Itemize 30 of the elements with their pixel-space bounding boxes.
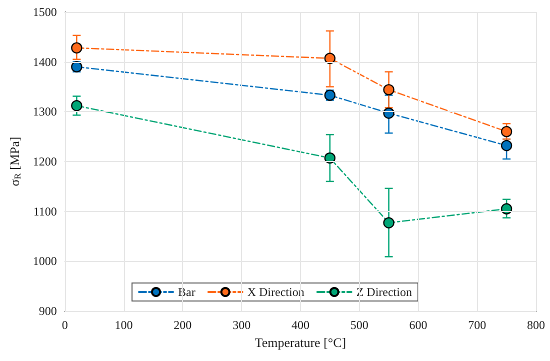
y-tick-label: 1500	[32, 5, 57, 19]
y-tick-label: 1300	[32, 104, 57, 119]
x-tick-label: 700	[468, 318, 486, 332]
x-axis-title: Temperature [°C]	[254, 334, 346, 350]
x-tick-label: 600	[409, 318, 428, 332]
x-tick-label: 300	[232, 318, 251, 332]
point	[324, 52, 336, 64]
point	[500, 126, 512, 138]
point	[500, 203, 512, 214]
x-tick-label: 500	[350, 318, 368, 332]
x-tick-label: 400	[291, 318, 310, 332]
y-tick-label: 1100	[33, 204, 57, 218]
x-tick-label: 800	[527, 318, 545, 332]
point	[71, 42, 82, 54]
y-tick-label: 1000	[32, 254, 57, 268]
point	[383, 108, 394, 119]
point	[71, 100, 82, 112]
x-tick-label: 0	[62, 318, 68, 332]
y-tick-label: 1200	[32, 154, 57, 168]
y-tick-label: 900	[38, 304, 57, 318]
x-tick-label: 100	[114, 318, 133, 332]
point	[383, 217, 394, 228]
y-tick-label: 1400	[32, 54, 57, 69]
point	[500, 140, 512, 152]
point	[383, 84, 394, 96]
x-tick-label: 200	[174, 318, 192, 332]
legend-label: X Direction	[247, 285, 304, 299]
legend-label: Bar	[178, 285, 196, 299]
y-axis-title: σR [MPa]	[7, 136, 22, 186]
point	[324, 152, 336, 164]
